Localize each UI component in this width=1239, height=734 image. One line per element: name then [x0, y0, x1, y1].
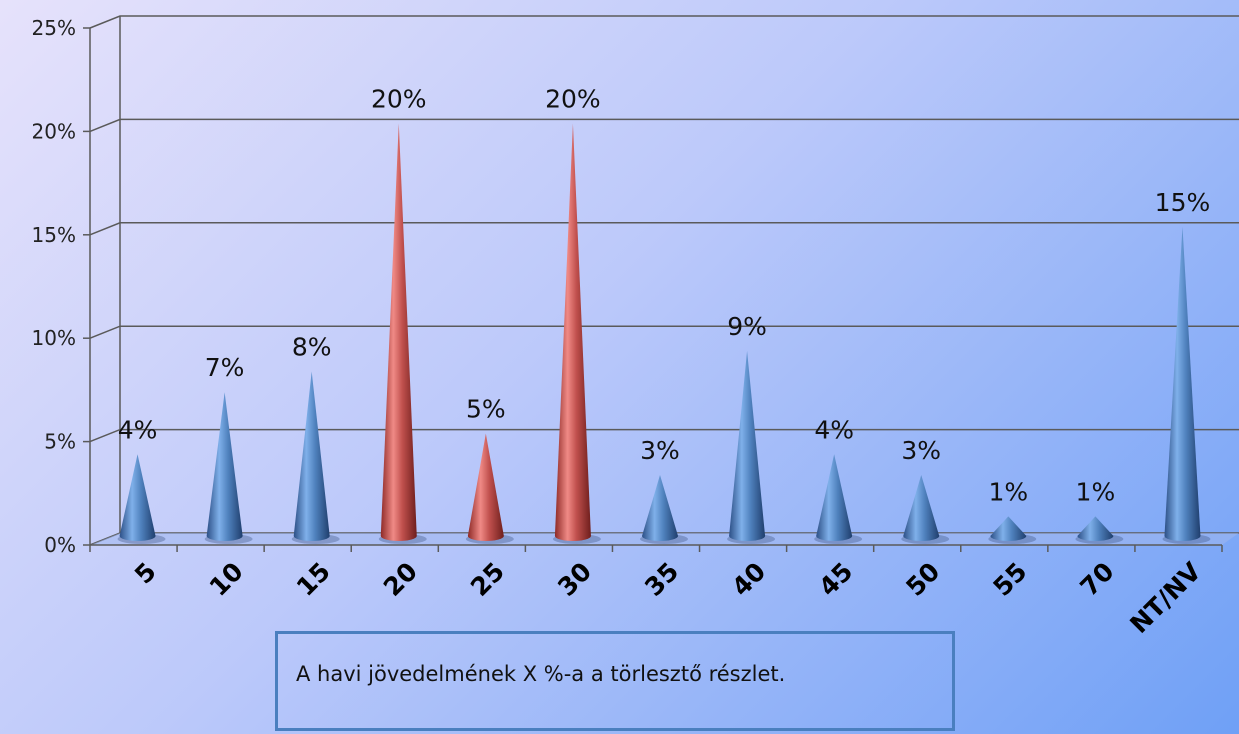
x-tick-label: NT/NV: [1124, 556, 1207, 639]
cone-bar-20: [380, 123, 417, 542]
data-label: 7%: [205, 353, 245, 382]
x-tick-label: 45: [813, 557, 858, 602]
cone-bar-25: [467, 433, 504, 541]
x-tick-label: 30: [552, 557, 597, 602]
cone-bar-55: [990, 516, 1027, 542]
y-tick-label: 5%: [44, 430, 76, 454]
gridline: [89, 15, 1239, 29]
data-label: 1%: [988, 477, 1028, 506]
gridline: [89, 325, 1239, 339]
gridlines: [89, 15, 1239, 546]
x-axis: 5 10 15 20 25 30 35 40 45 50 55 70 NT/NV: [89, 544, 1223, 639]
data-label: 4%: [814, 415, 854, 444]
x-tick-label: 55: [987, 557, 1032, 602]
cone-bar-40: [729, 350, 766, 541]
cone-bar-30: [554, 123, 591, 541]
x-tick-label: 25: [465, 557, 510, 602]
data-label: 9%: [727, 312, 767, 341]
caption-text: A havi jövedelmének X %-a a törlesztő ré…: [296, 662, 786, 686]
x-tick-label: 10: [204, 557, 249, 602]
data-label: 1%: [1076, 477, 1116, 506]
data-label: 3%: [901, 436, 941, 465]
data-label: 8%: [292, 333, 332, 362]
cone-bar-70: [1077, 516, 1114, 541]
data-labels: 4% 7% 8% 20% 5% 20% 3% 9% 4% 3% 1% 1% 15%: [118, 84, 1211, 506]
cone-series: [117, 123, 1211, 544]
y-tick-label: 0%: [44, 533, 76, 557]
y-tick-label: 20%: [32, 119, 76, 143]
data-label: 15%: [1155, 188, 1211, 217]
gridline: [89, 428, 1239, 443]
data-label: 20%: [371, 84, 427, 113]
x-tick-label: 50: [900, 557, 945, 602]
y-axis: 0% 5% 10% 15% 20% 25%: [32, 16, 91, 557]
gridline: [89, 222, 1239, 236]
data-label: 3%: [640, 436, 680, 465]
caption-box: A havi jövedelmének X %-a a törlesztő ré…: [275, 631, 955, 731]
y-tick-label: 25%: [32, 16, 76, 40]
x-tick-label: 5: [129, 557, 162, 590]
data-label: 20%: [545, 84, 601, 113]
gridline: [89, 118, 1239, 133]
cone-bar-10: [206, 392, 243, 541]
cone-bar-35: [642, 474, 678, 541]
data-label: 4%: [118, 415, 158, 444]
data-label: 5%: [466, 395, 506, 424]
cone-bar-5: [119, 454, 156, 541]
y-tick-label: 15%: [32, 223, 76, 247]
x-tick-label: 70: [1075, 557, 1120, 602]
y-tick-label: 10%: [32, 326, 76, 350]
x-tick-label: 20: [378, 557, 423, 602]
cone-bar-45: [816, 454, 853, 541]
x-tick-label: 15: [291, 557, 336, 602]
cone-bar-nt-nv: [1164, 226, 1201, 542]
x-tick-label: 40: [726, 557, 771, 602]
cone-bar-15: [293, 371, 330, 541]
x-tick-label: 35: [639, 557, 684, 602]
cone-bar-50: [903, 474, 940, 541]
